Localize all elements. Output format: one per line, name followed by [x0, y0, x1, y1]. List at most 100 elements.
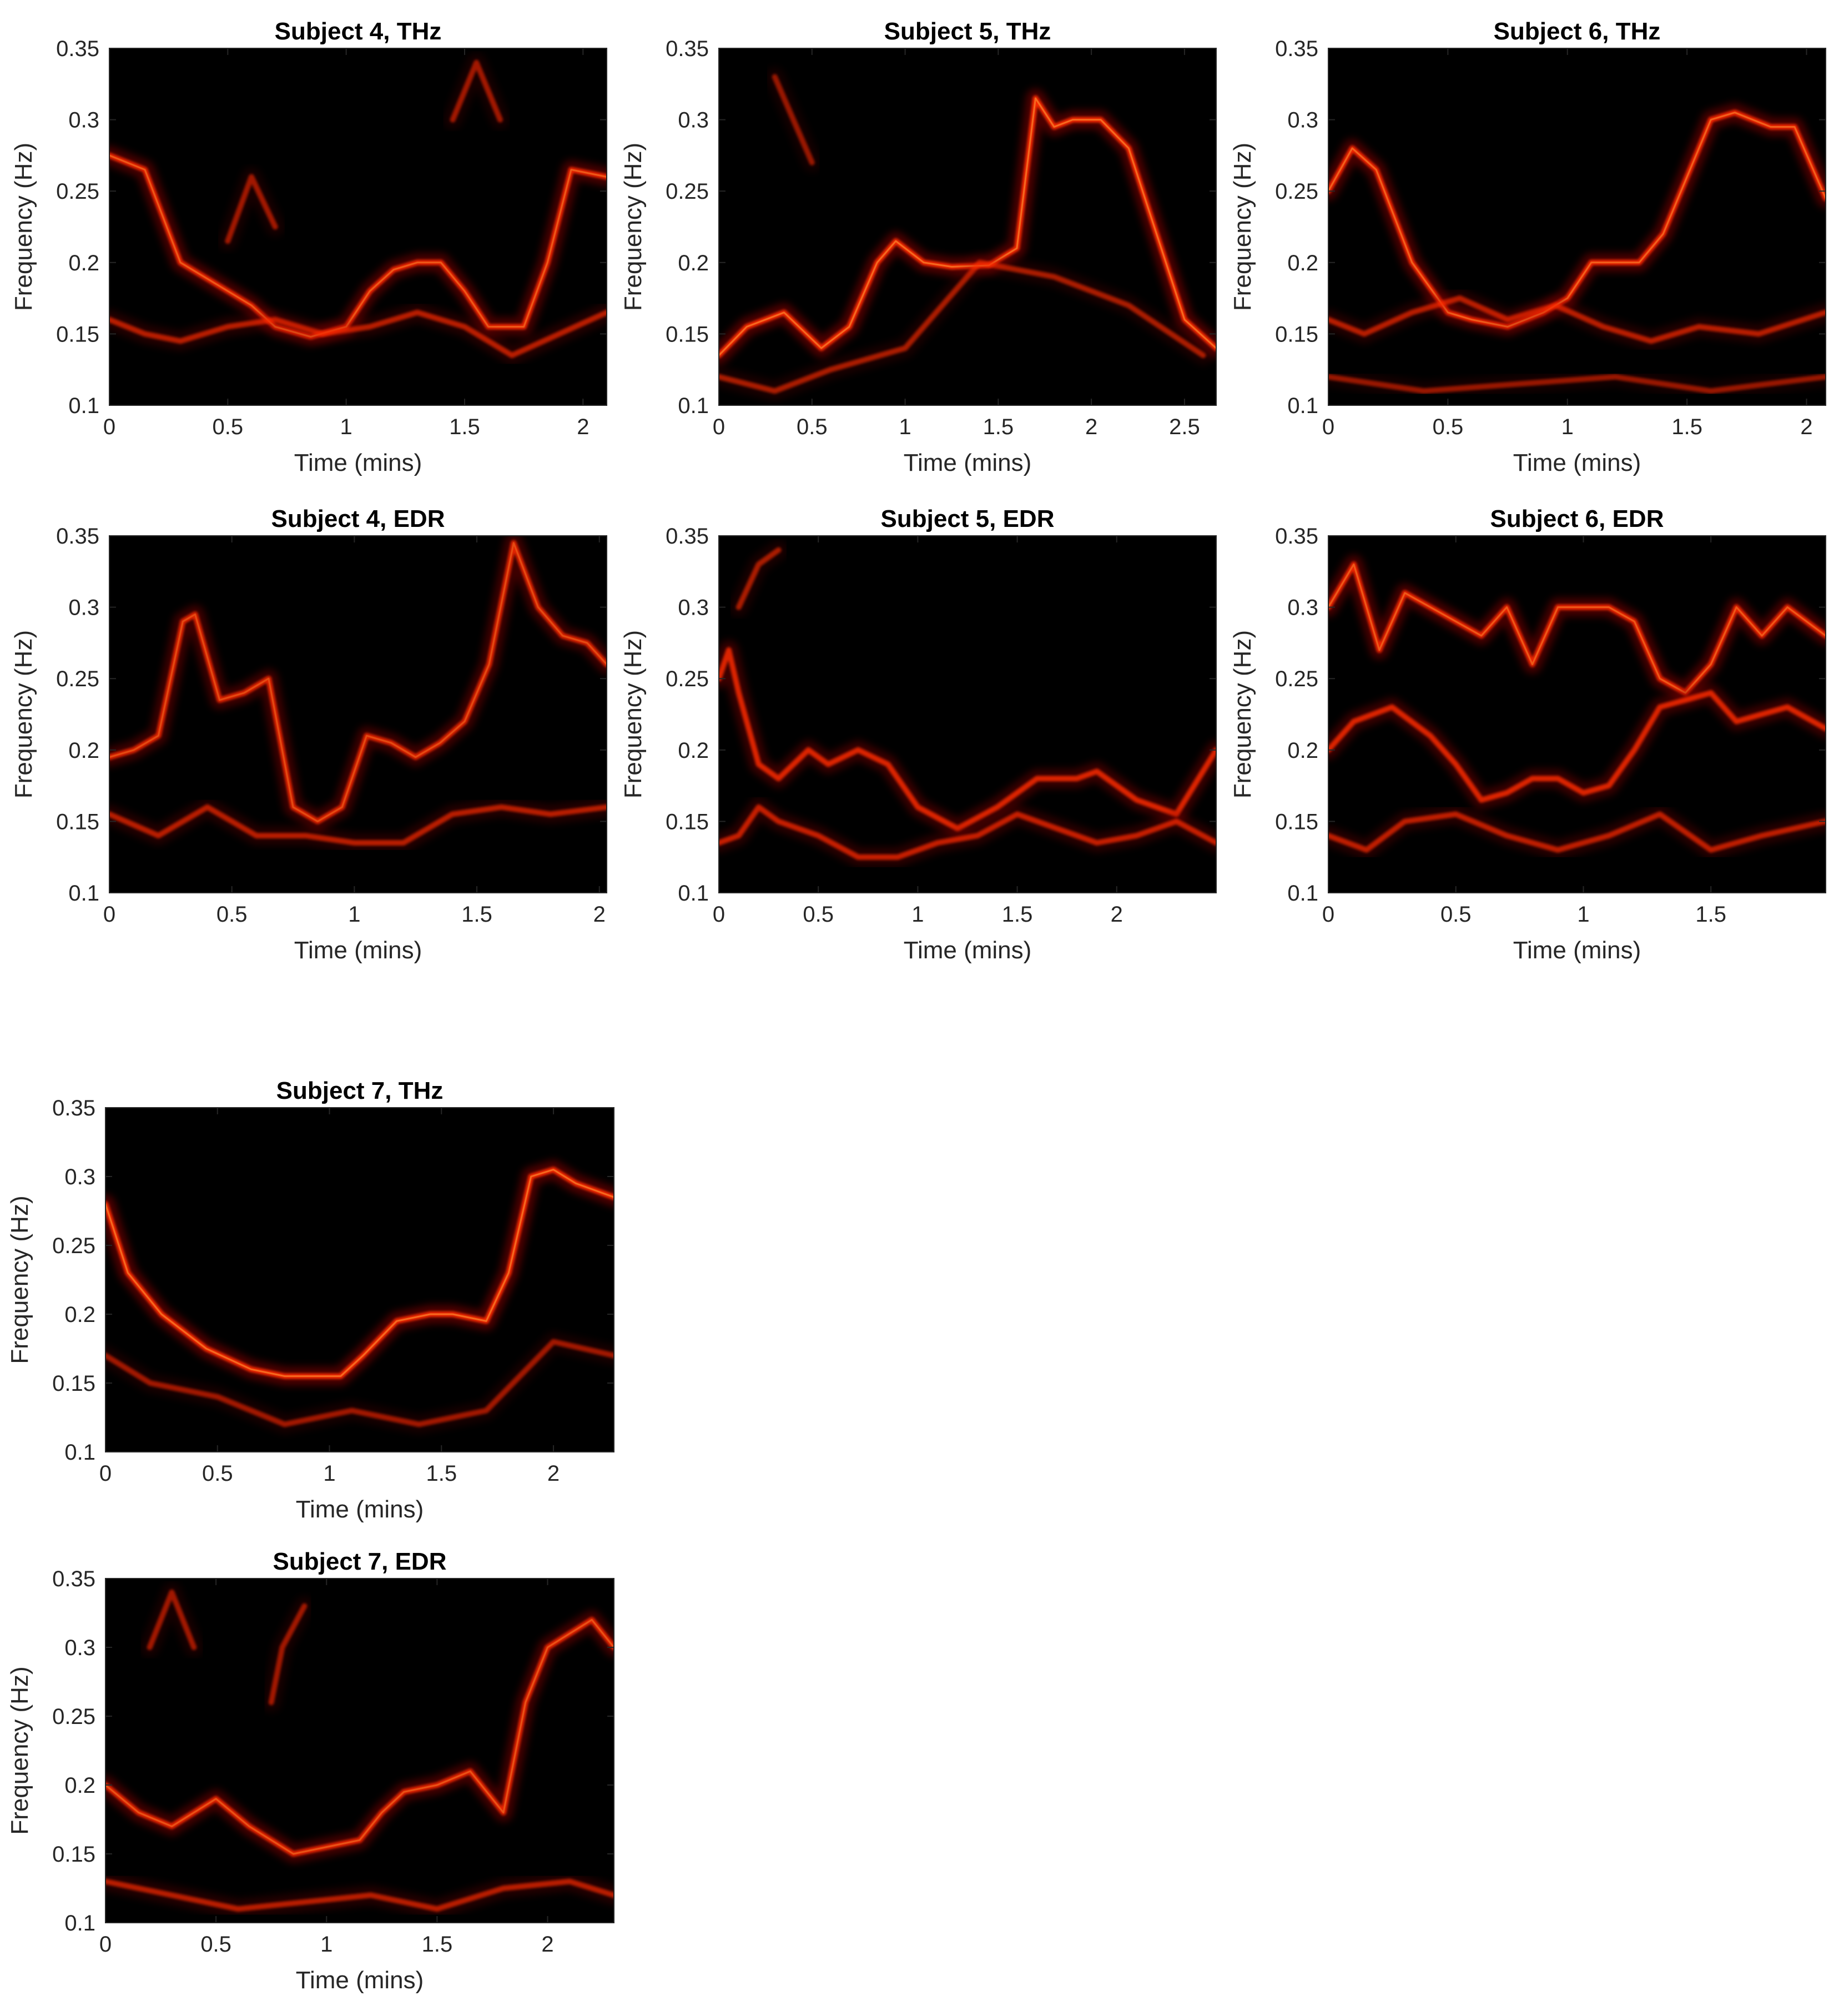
- axes-frame: [718, 535, 1217, 893]
- y-tick-label: 0.15: [56, 810, 99, 834]
- x-tick-label: 2: [593, 902, 606, 927]
- y-tick-label: 0.15: [666, 322, 709, 346]
- ridge-layer: [105, 1160, 614, 1434]
- chart-title: Subject 7, THz: [276, 1077, 444, 1104]
- x-tick-label: 0: [99, 1932, 112, 1957]
- ridge-line-0: [105, 1617, 614, 1857]
- y-tick-label: 0.1: [678, 394, 709, 418]
- y-tick-label: 0.25: [1275, 179, 1318, 204]
- y-tick-label: 0.3: [678, 108, 709, 133]
- x-tick-label: 1.5: [461, 902, 492, 927]
- x-tick-label: 0: [1322, 415, 1334, 439]
- axes-frame: [109, 48, 607, 406]
- chart-panel-3: 0 0.5 1 1.5 2 0.1 0.15 0.2 0.25 0.3 0.35 Subject 4,…: [10, 505, 607, 964]
- y-tick-label: 0.1: [678, 881, 709, 906]
- chart-title: Subject 6, EDR: [1490, 505, 1664, 532]
- y-axis-label: Frequency (Hz): [1229, 630, 1256, 798]
- ridge-line-0: [1328, 561, 1826, 696]
- ridge-line-1: [1328, 295, 1826, 344]
- x-tick-label: 1.5: [1002, 902, 1033, 927]
- chart-title: Subject 5, THz: [884, 18, 1051, 45]
- x-tick-label: 2: [541, 1932, 553, 1957]
- x-tick-label: 2: [577, 415, 589, 439]
- chart-panel-0: 0 0.5 1 1.5 2 0.1 0.15 0.2 0.25 0.3 0.35 Subject 4,…: [10, 18, 607, 476]
- chart-panel-4: 0 0.5 1 1.5 2 0.1 0.15 0.2 0.25 0.3 0.35 Subject 5,…: [619, 505, 1217, 964]
- axes-frame: [105, 1578, 614, 1923]
- y-tick-label: 0.3: [678, 596, 709, 620]
- x-axis-label: Time (mins): [904, 449, 1032, 476]
- ridge-layer: [1328, 103, 1826, 401]
- ridge-line-1: [1328, 690, 1826, 803]
- ridge-line-1: [109, 309, 607, 358]
- chart-panel-7: 0 0.5 1 1.5 2 0.1 0.15 0.2 0.25 0.3 0.35 Subject 7,…: [6, 1548, 614, 1994]
- x-axis-label: Time (mins): [294, 937, 422, 964]
- y-tick-label: 0.2: [1287, 738, 1318, 763]
- ridge-line-1: [105, 1878, 614, 1912]
- ridge-core-0: [105, 1618, 614, 1855]
- plot-area: [719, 48, 1216, 405]
- axes-frame: [105, 1107, 614, 1452]
- ridge-line-2: [147, 1589, 197, 1650]
- ridge-line-2: [772, 74, 815, 165]
- x-tick-label: 0.5: [202, 1461, 233, 1486]
- x-axis-label: Time (mins): [294, 449, 422, 476]
- ridge-line-0: [1328, 109, 1826, 330]
- axes-frame: [1328, 535, 1826, 893]
- x-tick-label: 0.5: [216, 902, 248, 927]
- y-tick-label: 0.15: [52, 1842, 95, 1867]
- y-tick-label: 0.1: [64, 1440, 95, 1465]
- ridge-core-0: [105, 1169, 614, 1377]
- ridge-layer: [109, 536, 607, 852]
- ridge-line-0: [105, 1167, 614, 1379]
- ridge-layer: [105, 1582, 614, 1919]
- x-axis-label: Time (mins): [904, 937, 1032, 964]
- ridge-line-2: [1328, 374, 1826, 394]
- y-tick-label: 0.35: [52, 1567, 95, 1591]
- chart-panel-2: 0 0.5 1 1.5 2 0.1 0.15 0.2 0.25 0.3 0.35 Subject 6,…: [1229, 18, 1826, 476]
- x-axis-label: Time (mins): [296, 1496, 424, 1523]
- x-tick-label: 1.5: [1671, 415, 1702, 439]
- y-tick-label: 0.15: [56, 322, 99, 346]
- y-tick-label: 0.2: [678, 738, 709, 763]
- x-tick-label: 1: [320, 1932, 332, 1957]
- chart-title: Subject 4, EDR: [271, 505, 445, 532]
- x-axis-label: Time (mins): [1513, 937, 1641, 964]
- axes-frame: [1328, 48, 1826, 406]
- y-tick-label: 0.1: [1287, 394, 1318, 418]
- chart-title: Subject 7, EDR: [273, 1548, 447, 1575]
- chart-panel-5: 0 0.5 1 1.5 0.1 0.15 0.2 0.25 0.3 0.35 Subject 6, …: [1229, 505, 1826, 964]
- x-tick-label: 0: [713, 415, 725, 439]
- y-tick-label: 0.25: [52, 1705, 95, 1729]
- y-tick-label: 0.35: [1275, 37, 1318, 61]
- ridge-line-0: [109, 540, 607, 825]
- x-tick-label: 0: [713, 902, 725, 927]
- y-tick-label: 0.35: [666, 37, 709, 61]
- ridge-line-2: [735, 547, 782, 610]
- y-tick-label: 0.3: [64, 1165, 95, 1189]
- y-axis-label: Frequency (Hz): [619, 143, 647, 311]
- y-axis-label: Frequency (Hz): [6, 1195, 33, 1364]
- y-tick-label: 0.15: [1275, 810, 1318, 834]
- x-tick-label: 1.5: [422, 1932, 453, 1957]
- ridge-line-3: [450, 59, 503, 123]
- x-tick-label: 0: [103, 415, 115, 439]
- chart-title: Subject 5, EDR: [881, 505, 1055, 532]
- x-tick-label: 2: [1800, 415, 1812, 439]
- x-tick-label: 2.5: [1169, 415, 1200, 439]
- axes-frame: [109, 535, 607, 893]
- y-axis-label: Frequency (Hz): [6, 1666, 33, 1834]
- x-tick-label: 1.5: [983, 415, 1014, 439]
- x-tick-label: 1: [1561, 415, 1574, 439]
- ridge-line-1: [105, 1339, 614, 1427]
- y-tick-label: 0.15: [666, 810, 709, 834]
- y-tick-label: 0.35: [52, 1096, 95, 1120]
- y-tick-label: 0.25: [52, 1234, 95, 1258]
- chart-panel-1: 0 0.5 1 1.5 2 2.5 0.1 0.15 0.2 0.25 0.3 0.35 Subject…: [619, 18, 1217, 476]
- y-tick-label: 0.1: [64, 1911, 95, 1935]
- y-axis-label: Frequency (Hz): [10, 630, 37, 798]
- ridge-line-2: [1328, 811, 1826, 853]
- x-tick-label: 0.5: [213, 415, 244, 439]
- chart-panel-6: 0 0.5 1 1.5 2 0.1 0.15 0.2 0.25 0.3 0.35 Subject 7,…: [6, 1077, 614, 1523]
- x-tick-label: 2: [1085, 415, 1097, 439]
